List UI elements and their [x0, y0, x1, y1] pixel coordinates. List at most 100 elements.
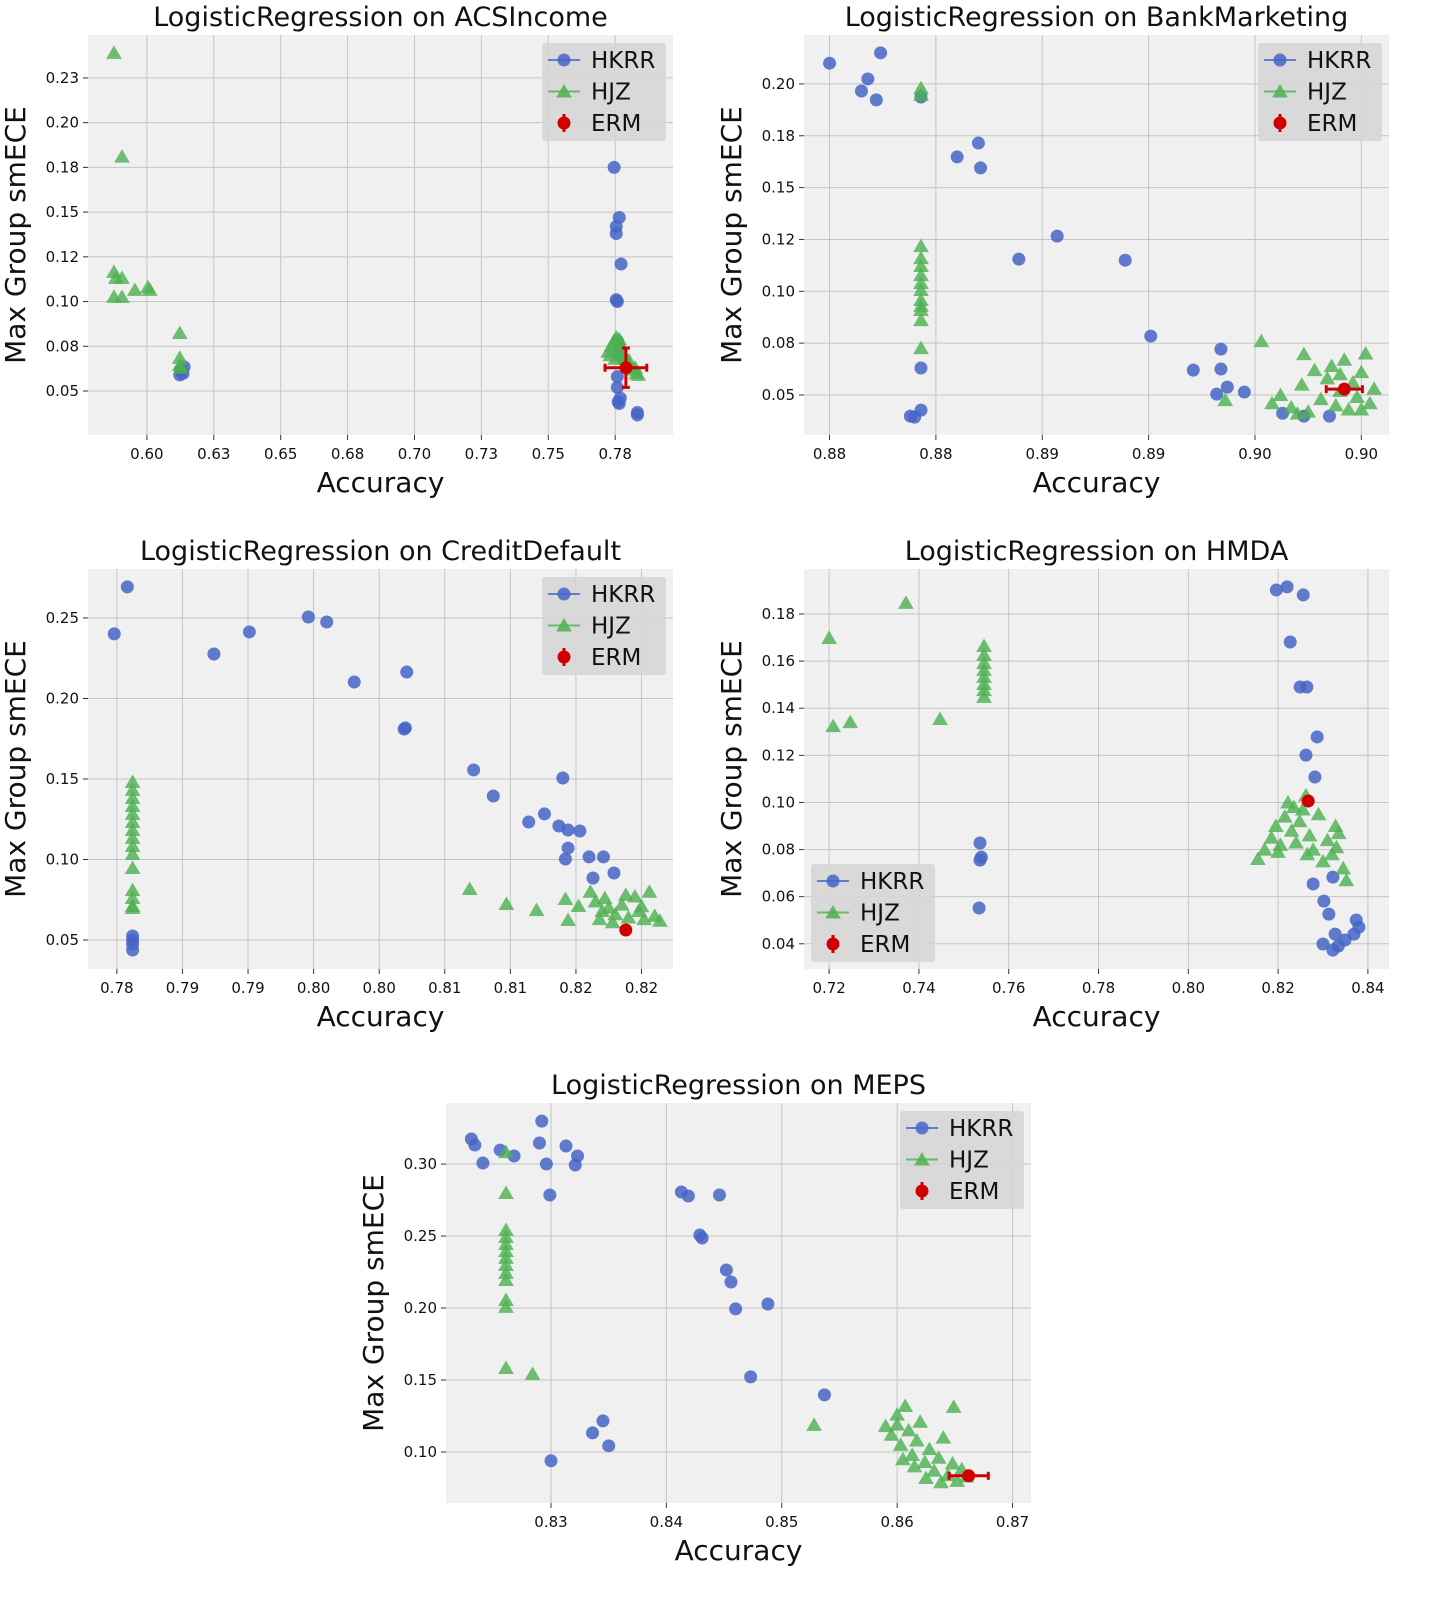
hkrr-point [1326, 943, 1340, 957]
hjz-point [1357, 346, 1374, 360]
hjz-point [620, 909, 637, 924]
hjz-point [528, 902, 545, 917]
y-tick-label: 0.15 [404, 1371, 437, 1389]
hkrr-point [559, 1139, 573, 1153]
hkrr-point [950, 150, 964, 164]
x-tick-label: 0.82 [625, 979, 658, 997]
hkrr-point [610, 380, 624, 394]
legend: HKRR HJZ ERM [900, 1111, 1024, 1209]
hjz-point [1256, 842, 1273, 856]
hjz-point [114, 149, 130, 163]
y-tick-label: 0.05 [762, 386, 795, 404]
hkrr-point [681, 1189, 695, 1203]
x-tick-label: 0.72 [812, 979, 845, 997]
hjz-point [1335, 860, 1352, 875]
hjz-point [1323, 358, 1340, 372]
hjz-point [607, 906, 624, 921]
y-tick-label: 0.04 [762, 935, 795, 953]
legend-label-hkrr: HKRR [860, 869, 924, 895]
hkrr-point [630, 408, 644, 422]
y-tick-label: 0.14 [762, 699, 795, 717]
x-tick-label: 0.88 [919, 445, 952, 463]
hjz-point [1299, 846, 1316, 861]
hkrr-point [1118, 253, 1132, 267]
hkrr-point [854, 84, 868, 98]
x-tick-label: 0.81 [428, 979, 461, 997]
y-tick-label: 0.12 [762, 746, 795, 764]
y-tick-label: 0.25 [46, 609, 79, 627]
x-tick-label: 0.80 [297, 979, 330, 997]
hkrr-point [571, 1149, 585, 1163]
hjz-point [114, 270, 130, 284]
legend-hkrr-marker [557, 53, 571, 67]
hjz-point [913, 87, 929, 101]
y-tick-label: 0.10 [762, 793, 795, 811]
hkrr-point [724, 1275, 738, 1289]
x-tick-label: 0.80 [1172, 979, 1205, 997]
legend-label-hkrr: HKRR [591, 582, 655, 608]
hjz-point [498, 1360, 514, 1374]
hkrr-point [973, 853, 987, 867]
hjz-point [124, 814, 141, 828]
hjz-point [889, 1417, 906, 1431]
hjz-point [461, 881, 478, 895]
hkrr-point [974, 161, 988, 175]
hjz-point [591, 911, 608, 926]
hjz-point [1285, 799, 1302, 814]
legend-erm-marker [557, 650, 571, 664]
hjz-point [1306, 362, 1323, 377]
erm-point [962, 1469, 976, 1483]
hkrr-point [972, 901, 986, 915]
x-axis-label: Accuracy [1033, 1000, 1161, 1033]
hjz-point [1293, 377, 1310, 391]
hjz-point [1276, 809, 1293, 823]
y-tick-label: 0.16 [762, 652, 795, 670]
marks [821, 580, 1366, 957]
hkrr-point [537, 807, 551, 821]
hkrr-point [729, 1302, 743, 1316]
legend-label-hjz: HJZ [860, 901, 900, 927]
y-tick-label: 0.15 [46, 770, 79, 788]
hjz-point [945, 1399, 962, 1413]
subplot-2: 0.88 0.88 0.89 0.89 0.90 0.90 0.05 0.08 0.10 0.12… [715, 2, 1389, 499]
hjz-point [912, 1414, 929, 1428]
y-tick-label: 0.15 [46, 203, 79, 221]
x-tick-label: 0.60 [130, 445, 163, 463]
hjz-point [1253, 333, 1270, 348]
hjz-point [913, 275, 929, 290]
hkrr-point [614, 257, 628, 271]
hkrr-point [1283, 635, 1297, 649]
hkrr-point [556, 771, 570, 785]
legend-label-erm: ERM [591, 645, 641, 671]
marks [464, 1114, 990, 1489]
legend: HKRR HJZ ERM [811, 864, 935, 962]
hjz-point [1313, 391, 1329, 406]
hjz-point [1366, 381, 1382, 395]
hkrr-point [1316, 937, 1330, 951]
x-tick-label: 0.68 [331, 445, 364, 463]
hjz-point [1361, 395, 1378, 410]
hjz-point [1270, 844, 1286, 858]
hkrr-point [586, 1426, 600, 1440]
hjz-point [1289, 406, 1306, 420]
hjz-point [114, 289, 130, 303]
hjz-point [976, 655, 992, 669]
hjz-point [124, 838, 141, 852]
hjz-point [976, 669, 992, 683]
chart-title: LogisticRegression on ACSIncome [153, 2, 608, 33]
x-tick-label: 0.63 [197, 445, 230, 463]
hjz-point [607, 351, 624, 365]
hjz-point [913, 250, 929, 265]
hkrr-point [1322, 907, 1336, 921]
hkrr-point [561, 841, 575, 855]
hjz-point [124, 782, 141, 796]
hjz-point [1301, 827, 1318, 842]
hjz-point [604, 914, 621, 929]
hjz-point [124, 846, 141, 861]
legend-label-hkrr: HKRR [1307, 48, 1371, 74]
legend-box [811, 864, 935, 962]
hjz-point [904, 1447, 921, 1461]
legend-box [900, 1111, 1024, 1209]
hjz-point [140, 279, 156, 294]
hjz-point [1250, 851, 1266, 865]
